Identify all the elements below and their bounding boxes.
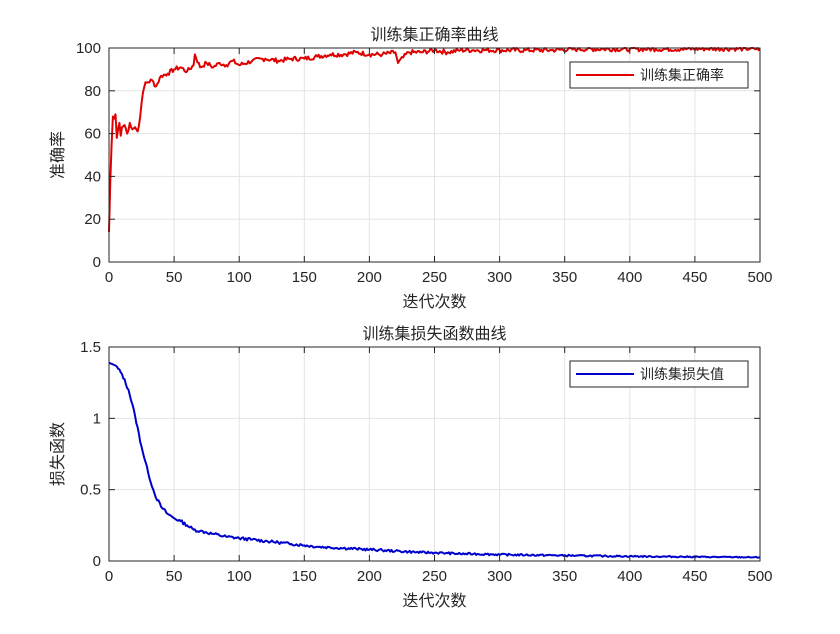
x-tick-label: 50: [166, 269, 183, 286]
x-tick-label: 200: [357, 568, 382, 585]
legend-label: 训练集正确率: [640, 67, 724, 84]
x-tick-label: 250: [422, 269, 447, 286]
chart-title: 训练集正确率曲线: [370, 25, 498, 44]
x-tick-label: 300: [487, 269, 512, 286]
y-tick-label: 80: [84, 83, 101, 100]
x-tick-label: 450: [682, 568, 707, 585]
y-tick-label: 100: [76, 40, 101, 57]
x-tick-label: 150: [292, 269, 317, 286]
y-tick-label: 60: [84, 126, 101, 143]
y-tick-label: 1: [93, 410, 101, 427]
x-tick-label: 0: [105, 568, 113, 585]
chart-panel-2: 0 50 100 150 200 250 300 350 400 450 500 0 0.5 1 1.5 训练…: [48, 324, 773, 610]
x-axis-label: 迭代次数: [402, 292, 466, 311]
y-tick-label: 40: [84, 168, 101, 185]
chart-panel-1: 0 50 100 150 200 250 300 350 400 450 500 0 20 40 60 80 1…: [48, 25, 773, 311]
x-tick-label: 400: [617, 269, 642, 286]
x-tick-label: 50: [166, 568, 183, 585]
y-tick-label: 1.5: [80, 339, 101, 356]
y-axis-label: 准确率: [48, 131, 67, 179]
x-tick-label: 400: [617, 568, 642, 585]
x-tick-label: 150: [292, 568, 317, 585]
x-tick-label: 300: [487, 568, 512, 585]
x-tick-label: 500: [747, 568, 772, 585]
y-tick-label: 0: [93, 553, 101, 570]
x-tick-label: 0: [105, 269, 113, 286]
x-tick-label: 200: [357, 269, 382, 286]
series-line: [108, 361, 761, 559]
chart-title: 训练集损失函数曲线: [362, 324, 506, 343]
x-tick-label: 100: [227, 269, 252, 286]
legend-label: 训练集损失值: [640, 366, 724, 383]
x-tick-label: 250: [422, 568, 447, 585]
x-tick-label: 450: [682, 269, 707, 286]
x-tick-label: 500: [747, 269, 772, 286]
y-tick-label: 20: [84, 211, 101, 228]
y-axis-label: 损失函数: [48, 422, 67, 486]
x-axis-label: 迭代次数: [402, 591, 466, 610]
x-tick-label: 350: [552, 568, 577, 585]
x-tick-label: 100: [227, 568, 252, 585]
x-tick-label: 350: [552, 269, 577, 286]
y-tick-label: 0.5: [80, 482, 101, 499]
y-tick-label: 0: [93, 254, 101, 271]
